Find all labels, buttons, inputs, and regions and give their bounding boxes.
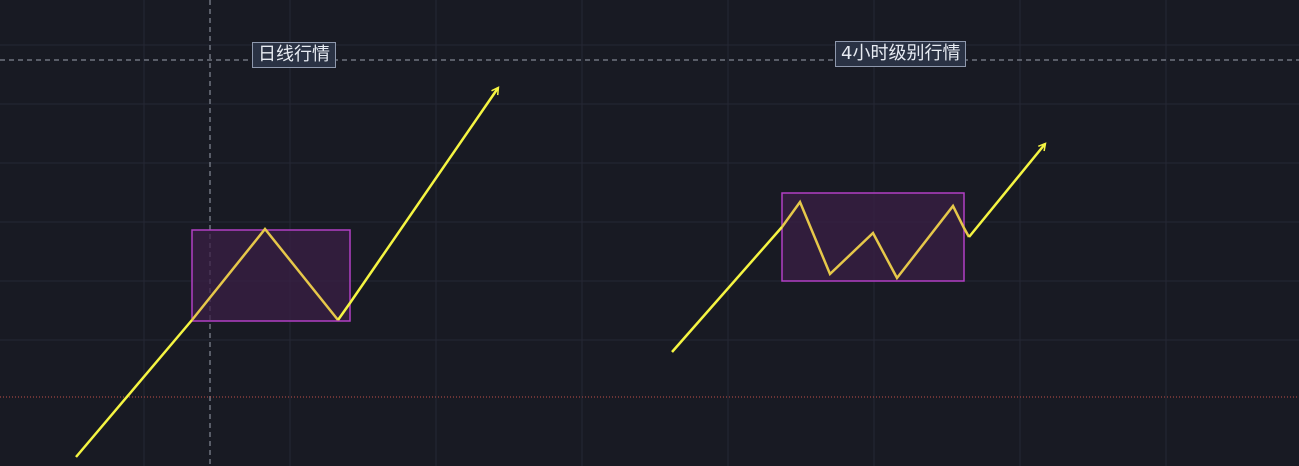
- h4-range-box[interactable]: [781, 192, 965, 282]
- h4-chart-label[interactable]: 4小时级别行情: [835, 41, 967, 67]
- daily-trend-in[interactable]: [75, 319, 193, 458]
- daily-trend-arrow[interactable]: [336, 88, 498, 321]
- daily-chart-label[interactable]: 日线行情: [252, 42, 336, 68]
- h4-zigzag[interactable]: [780, 199, 971, 281]
- daily-range-box[interactable]: [191, 229, 351, 322]
- h4-trend-arrow[interactable]: [968, 144, 1045, 238]
- h4-trend-in[interactable]: [671, 226, 783, 353]
- daily-zigzag[interactable]: [191, 227, 339, 321]
